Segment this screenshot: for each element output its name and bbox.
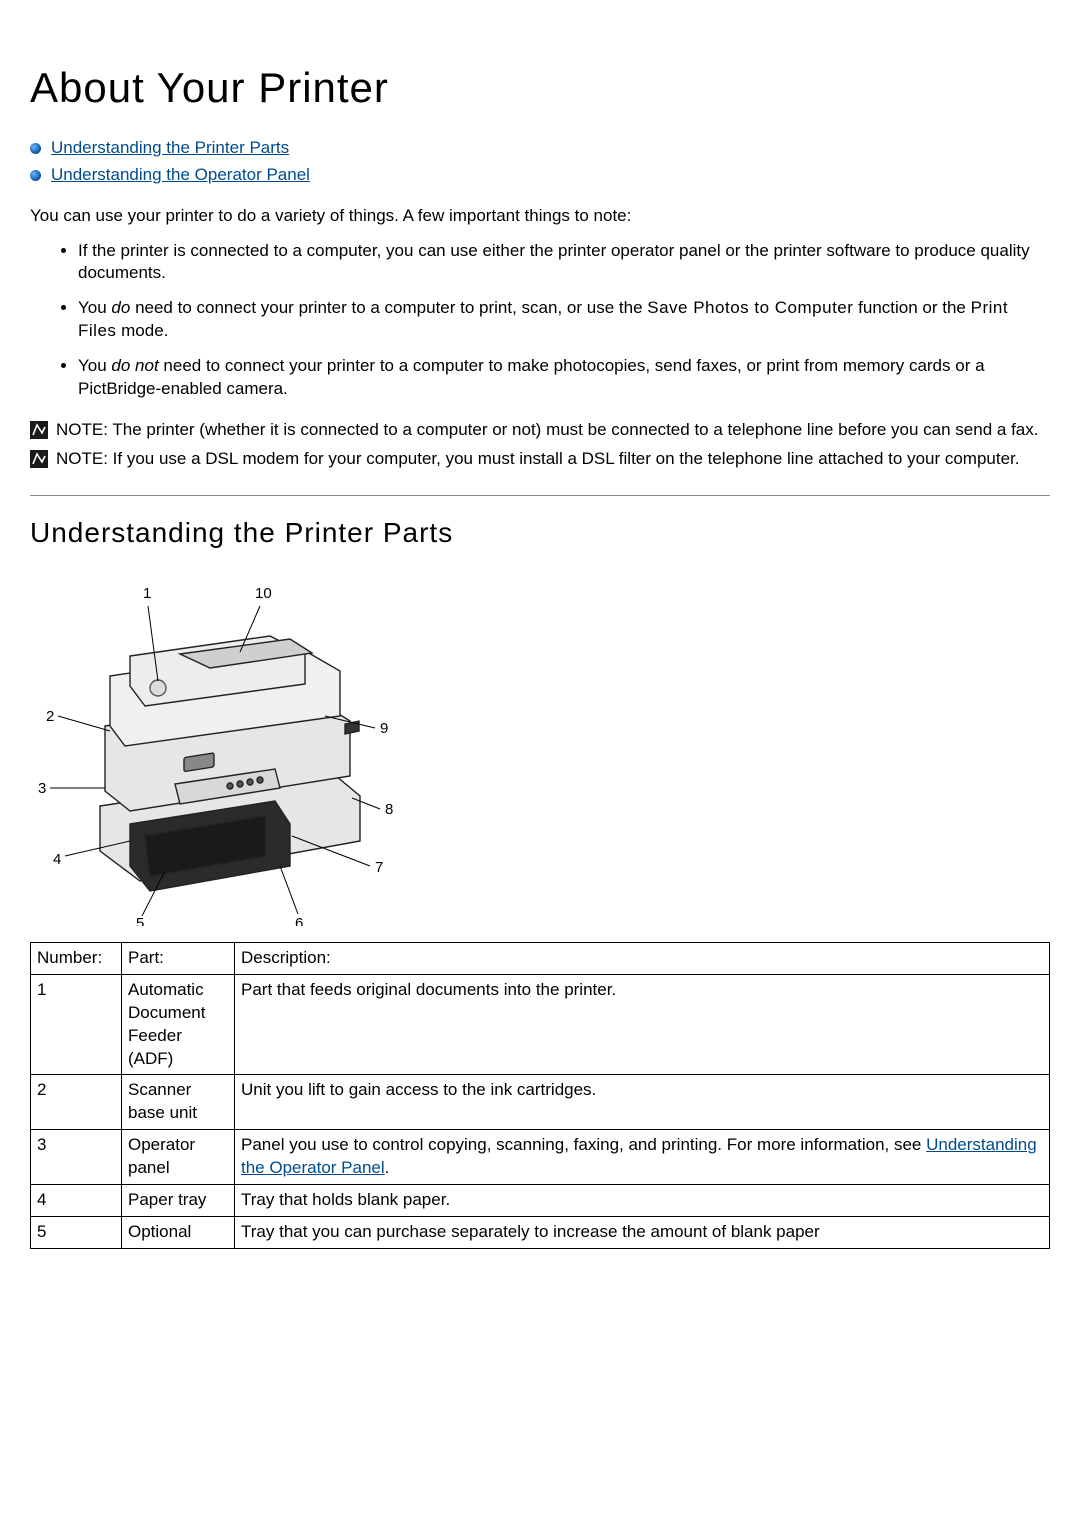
- note-icon: [30, 421, 48, 439]
- callout-5: 5: [136, 915, 144, 926]
- table-row: 3 Operator panel Panel you use to contro…: [31, 1130, 1050, 1185]
- table-row: 1 Automatic Document Feeder (ADF) Part t…: [31, 974, 1050, 1075]
- callout-7: 7: [375, 859, 383, 876]
- callout-2: 2: [46, 708, 54, 725]
- toc-link-printer-parts[interactable]: Understanding the Printer Parts: [51, 137, 289, 160]
- callout-9: 9: [380, 720, 388, 737]
- note-icon: [30, 450, 48, 468]
- callout-1: 1: [143, 585, 151, 602]
- note-text: NOTE: If you use a DSL modem for your co…: [56, 448, 1050, 471]
- note: NOTE: If you use a DSL modem for your co…: [30, 448, 1050, 471]
- callout-3: 3: [38, 780, 46, 797]
- list-item: You do not need to connect your printer …: [78, 355, 1050, 401]
- table-row: 5 Optional Tray that you can purchase se…: [31, 1217, 1050, 1249]
- header-part: Part:: [122, 942, 235, 974]
- table-header-row: Number: Part: Description:: [31, 942, 1050, 974]
- toc-link-operator-panel[interactable]: Understanding the Operator Panel: [51, 164, 310, 187]
- header-description: Description:: [235, 942, 1050, 974]
- page-title: About Your Printer: [30, 60, 1050, 117]
- bullet-icon: [30, 170, 41, 181]
- section-heading: Understanding the Printer Parts: [30, 514, 1050, 552]
- callout-6: 6: [295, 915, 303, 926]
- toc-item: Understanding the Operator Panel: [30, 164, 1050, 187]
- header-number: Number:: [31, 942, 122, 974]
- note-text: NOTE: The printer (whether it is connect…: [56, 419, 1050, 442]
- list-item: If the printer is connected to a compute…: [78, 240, 1050, 286]
- note: NOTE: The printer (whether it is connect…: [30, 419, 1050, 442]
- callout-4: 4: [53, 851, 61, 868]
- callout-10: 10: [255, 585, 272, 602]
- intro-text: You can use your printer to do a variety…: [30, 205, 1050, 228]
- parts-table: Number: Part: Description: 1 Automatic D…: [30, 942, 1050, 1249]
- section-divider: [30, 495, 1050, 496]
- table-row: 2 Scanner base unit Unit you lift to gai…: [31, 1075, 1050, 1130]
- table-row: 4 Paper tray Tray that holds blank paper…: [31, 1185, 1050, 1217]
- printer-diagram: 1 10 2 3 4 5 6 7 8 9: [30, 566, 1050, 926]
- bullet-icon: [30, 143, 41, 154]
- list-item: You do need to connect your printer to a…: [78, 297, 1050, 343]
- callout-8: 8: [385, 801, 393, 818]
- toc-item: Understanding the Printer Parts: [30, 137, 1050, 160]
- feature-list: If the printer is connected to a compute…: [30, 240, 1050, 402]
